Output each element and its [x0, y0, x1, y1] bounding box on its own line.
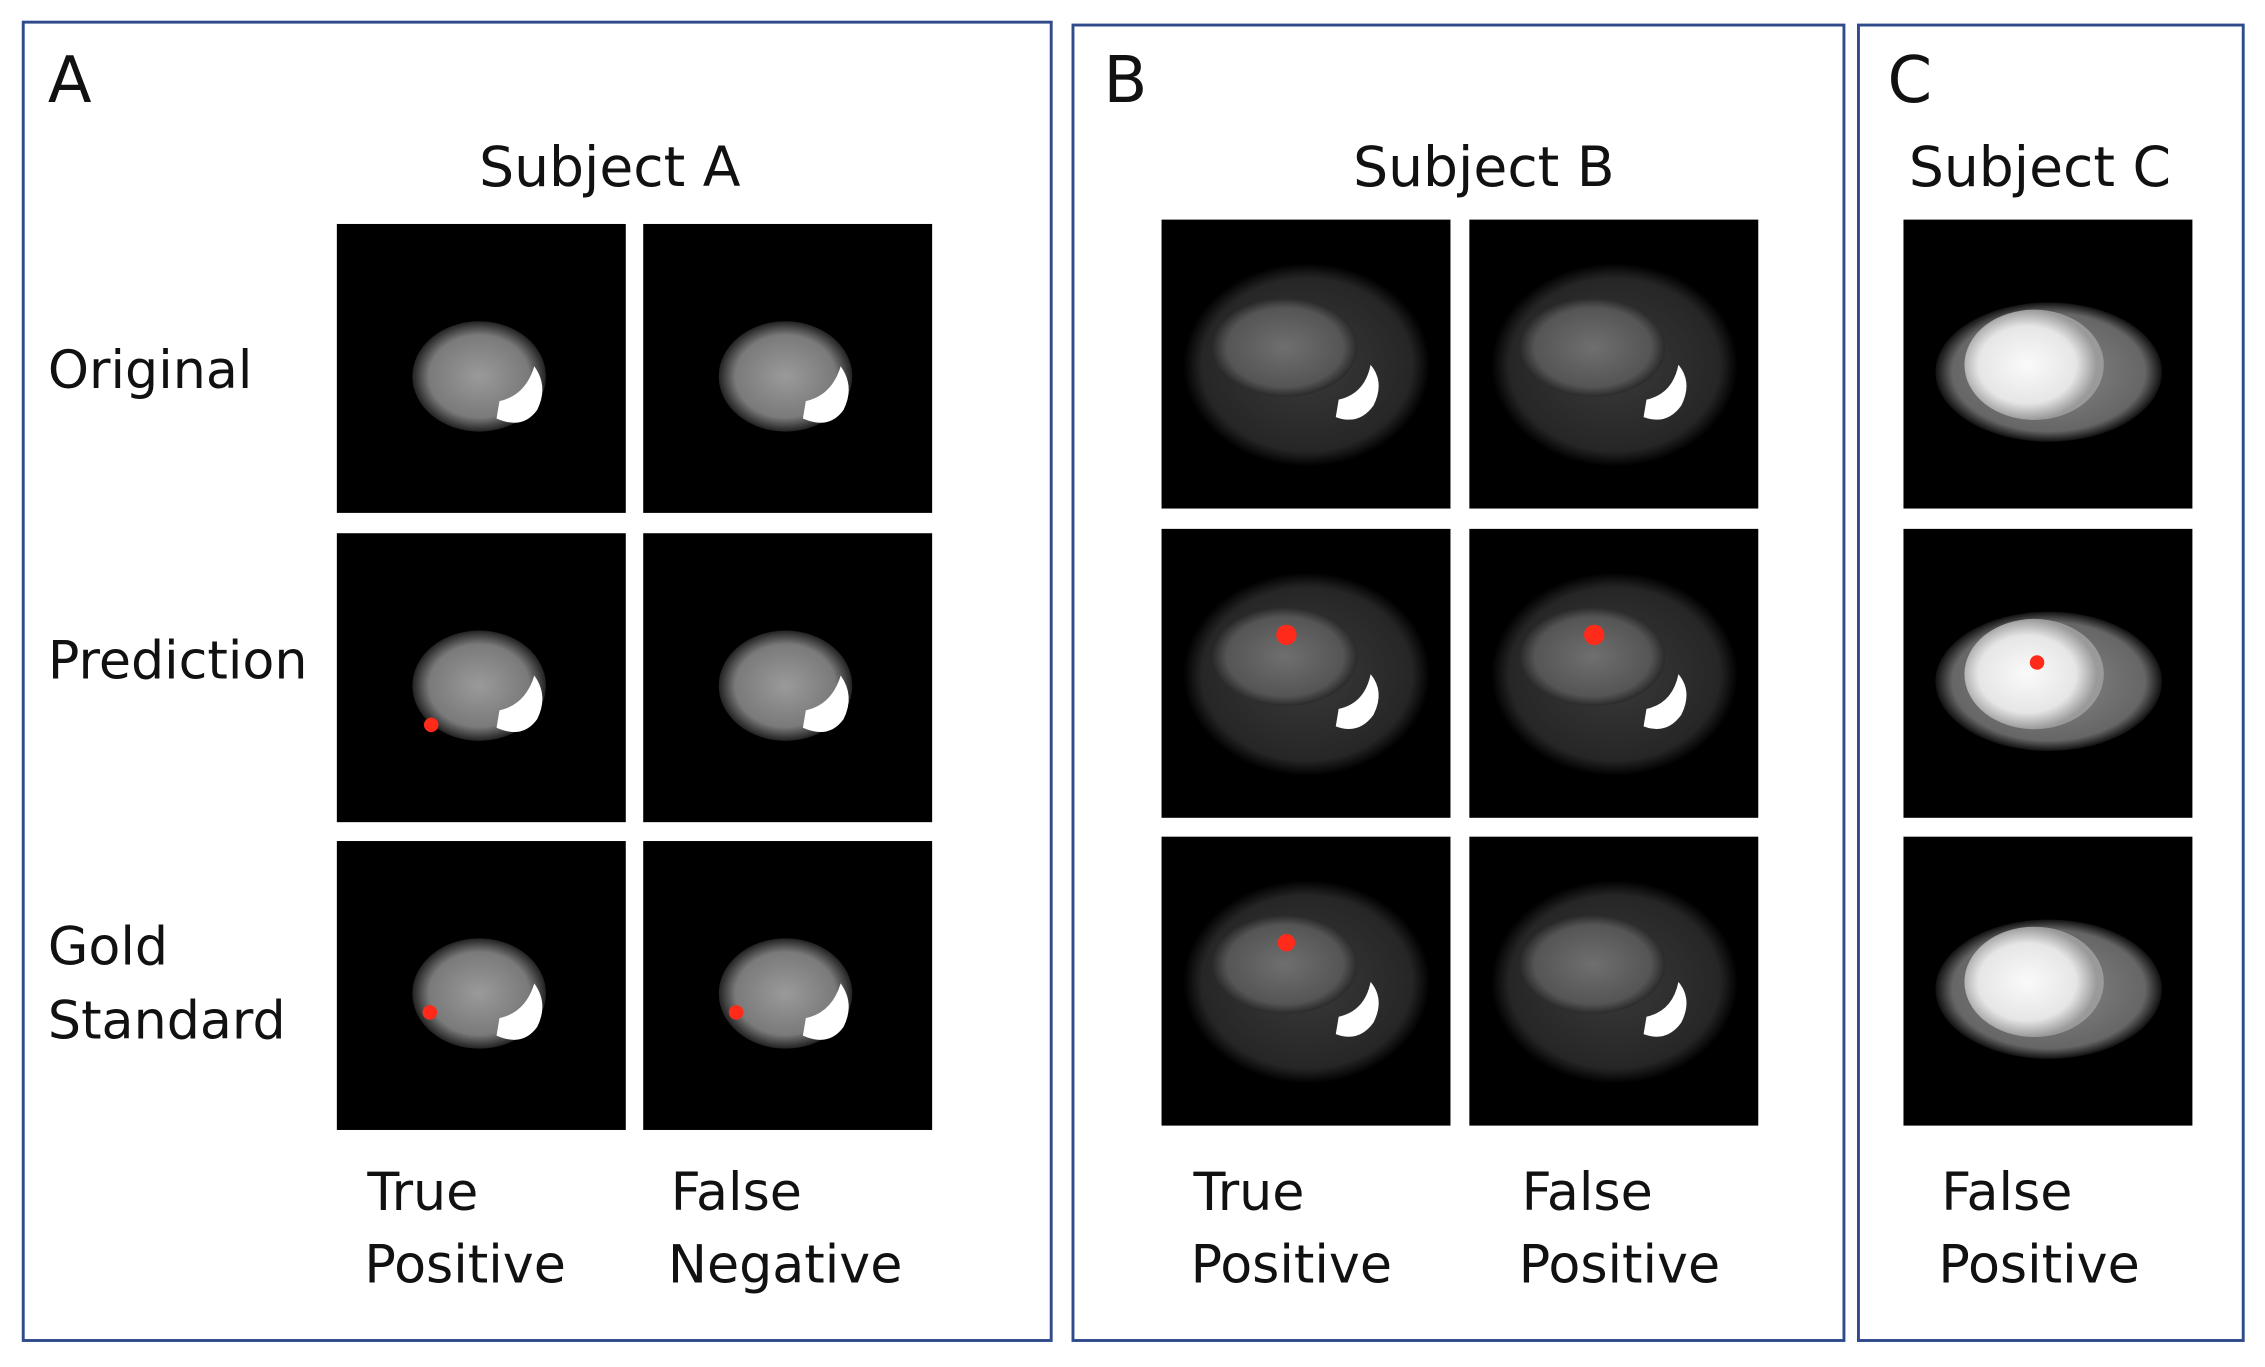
scan-image	[1903, 528, 2193, 818]
bright-region	[1643, 674, 1687, 729]
column-caption: Positive	[364, 1234, 565, 1295]
lesion-marker	[422, 1005, 438, 1020]
lesion-marker	[423, 717, 439, 733]
lesion-marker	[2029, 655, 2045, 670]
bright-region	[496, 675, 543, 733]
lesion-marker	[1277, 933, 1296, 952]
panel-border	[21, 20, 1053, 1342]
organ	[1964, 618, 2104, 730]
bright-region	[1335, 364, 1379, 420]
scan-image	[1469, 836, 1759, 1126]
lesion-marker	[728, 1005, 744, 1020]
column-caption: True	[1192, 1162, 1304, 1223]
organ	[1520, 915, 1666, 1014]
organ	[1520, 607, 1666, 707]
column-caption: False	[1941, 1162, 2072, 1223]
bright-region	[1335, 981, 1379, 1037]
bright-region	[1335, 674, 1379, 729]
subject-title: Subject A	[479, 136, 741, 200]
organ	[1212, 607, 1358, 707]
scan-image	[1903, 219, 2193, 509]
panel-letter: A	[48, 44, 92, 118]
scan-image	[336, 223, 626, 513]
scan-image	[1161, 219, 1451, 509]
row-label: Standard	[48, 990, 286, 1051]
subject-title: Subject B	[1353, 136, 1615, 200]
bright-region	[496, 366, 543, 423]
organ	[1964, 926, 2104, 1038]
scan-image	[336, 533, 626, 823]
column-caption: Positive	[1519, 1234, 1720, 1295]
panel-letter: C	[1888, 44, 1933, 118]
bright-region	[1643, 364, 1687, 420]
bright-region	[1643, 981, 1687, 1037]
lesion-marker	[1584, 624, 1605, 646]
panel-letter: B	[1103, 44, 1147, 118]
organ	[1520, 298, 1666, 397]
scan-image	[1469, 219, 1759, 509]
row-label: Original	[48, 340, 252, 401]
column-caption: False	[1522, 1162, 1653, 1223]
organ	[1212, 298, 1358, 397]
column-caption: Positive	[1191, 1234, 1392, 1295]
column-caption: False	[671, 1162, 802, 1223]
row-label: Prediction	[48, 630, 308, 691]
bright-region	[802, 675, 849, 733]
column-caption: True	[366, 1162, 478, 1223]
scan-image	[1903, 836, 2193, 1126]
organ	[1212, 915, 1358, 1014]
bright-region	[802, 983, 849, 1040]
panel-border	[1857, 23, 2245, 1342]
subject-title: Subject C	[1909, 136, 2171, 200]
panel-border	[1071, 23, 1846, 1342]
lesion-marker	[1276, 624, 1297, 646]
scan-image	[643, 533, 933, 823]
column-caption: Negative	[668, 1234, 902, 1295]
bright-region	[802, 366, 849, 423]
scan-image	[643, 223, 933, 513]
scan-image	[1161, 836, 1451, 1126]
organ	[1964, 309, 2104, 420]
scan-image	[643, 841, 933, 1130]
column-caption: Positive	[1938, 1234, 2139, 1295]
scan-image	[336, 841, 626, 1130]
scan-image	[1469, 528, 1759, 818]
scan-image	[1161, 528, 1451, 818]
bright-region	[496, 983, 543, 1040]
row-label: Gold	[48, 916, 168, 977]
